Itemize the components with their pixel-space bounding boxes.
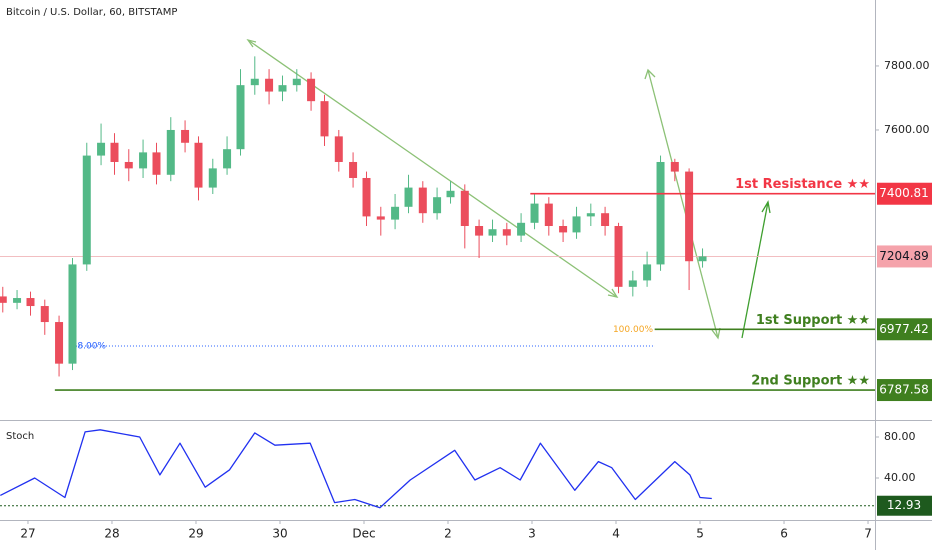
arrow-head [246, 38, 257, 48]
stoch-y-tick-label: 40.00 [884, 471, 916, 484]
candle-body [670, 161, 679, 172]
current-price-box [877, 245, 932, 268]
candle-body [334, 136, 343, 162]
x-tick-label: 5 [696, 527, 704, 541]
x-tick-label: 2 [444, 527, 452, 541]
candle-body [223, 149, 232, 169]
candle-body [208, 168, 217, 188]
candle-body [292, 78, 301, 86]
y-tick-label: 7600.00 [884, 123, 930, 136]
arrow-head [607, 288, 619, 298]
x-tick-label: Dec [352, 527, 375, 541]
candle-body [0, 296, 7, 303]
candle-body [572, 216, 581, 233]
level-label: 1st Resistance ★★ [735, 177, 870, 192]
stoch-current-label: 12.93 [887, 498, 921, 512]
price-label: 6787.58 [879, 383, 929, 397]
candle-body [698, 256, 707, 262]
candle-body [391, 206, 400, 220]
price-label: 7400.81 [879, 186, 929, 200]
candle-body [26, 298, 35, 307]
x-tick-label: 30 [272, 527, 287, 541]
x-tick-label: 28 [104, 527, 119, 541]
stoch-current-box [877, 495, 932, 516]
candle-body [460, 190, 469, 227]
candle-body [250, 78, 259, 86]
candle-body [194, 142, 203, 188]
stoch-y-tick-label: 80.00 [884, 430, 916, 443]
level-label: 2nd Support ★★ [751, 374, 870, 389]
candle-body [586, 213, 595, 217]
x-tick-label: 3 [528, 527, 536, 541]
y-tick-label: 7800.00 [884, 59, 930, 72]
candle-body [614, 226, 623, 287]
projection-line [741, 201, 769, 339]
arrow-head [644, 68, 656, 80]
fib-label: 100.00% [613, 325, 653, 335]
candle-body [530, 203, 539, 223]
price-label: 6977.42 [879, 322, 929, 336]
candle-body [152, 152, 161, 175]
trend-line [647, 69, 719, 339]
candle-body [307, 78, 316, 102]
candle-body [559, 226, 568, 233]
candle-body [68, 264, 77, 364]
candle-body [278, 85, 287, 92]
candle-body [475, 226, 484, 236]
candle-body [236, 85, 245, 150]
level-label: 1st Support ★★ [756, 313, 870, 328]
x-tick-label: 4 [612, 527, 620, 541]
candle-body [349, 161, 358, 178]
candle-body [488, 229, 497, 236]
x-tick-label: 29 [188, 527, 203, 541]
candle-body [13, 298, 22, 303]
x-tick-label: 27 [20, 527, 35, 541]
candle-body [433, 197, 442, 214]
candle-body [320, 101, 329, 137]
candle-body [124, 161, 133, 169]
candle-body [656, 161, 665, 265]
candle-body [418, 187, 427, 214]
candle-body [517, 222, 526, 236]
candle-body [181, 129, 190, 143]
candle-body [97, 142, 106, 156]
chart-title: Bitcoin / U.S. Dollar, 60, BITSTAMP [6, 7, 177, 18]
candle-body [265, 78, 274, 92]
candle-body [55, 322, 64, 364]
candle-body [544, 203, 553, 227]
price-label-box [877, 318, 932, 341]
candle-body [40, 306, 49, 323]
candle-body [362, 177, 371, 217]
arrow-head [711, 327, 721, 340]
candle-body [404, 187, 413, 207]
candle-body [643, 264, 652, 281]
price-label-box [877, 379, 932, 402]
price-label-box [877, 182, 932, 205]
arrow-head [761, 200, 771, 214]
candle-body [685, 171, 694, 262]
x-tick-label: 7 [864, 527, 872, 541]
current-price-label: 7204.89 [879, 249, 929, 263]
candle-body [376, 216, 385, 220]
candle-body [601, 213, 610, 227]
candle-body [110, 142, 119, 162]
candle-body [502, 229, 511, 236]
x-tick-label: 6 [780, 527, 788, 541]
stoch-line [0, 429, 712, 509]
candle-body [166, 129, 175, 175]
stoch-title: Stoch [6, 431, 34, 442]
candle-body [446, 190, 455, 198]
candle-body [139, 152, 148, 169]
candle-body [82, 155, 91, 265]
fib-label: 88.00% [72, 342, 107, 352]
candle-body [628, 280, 637, 287]
